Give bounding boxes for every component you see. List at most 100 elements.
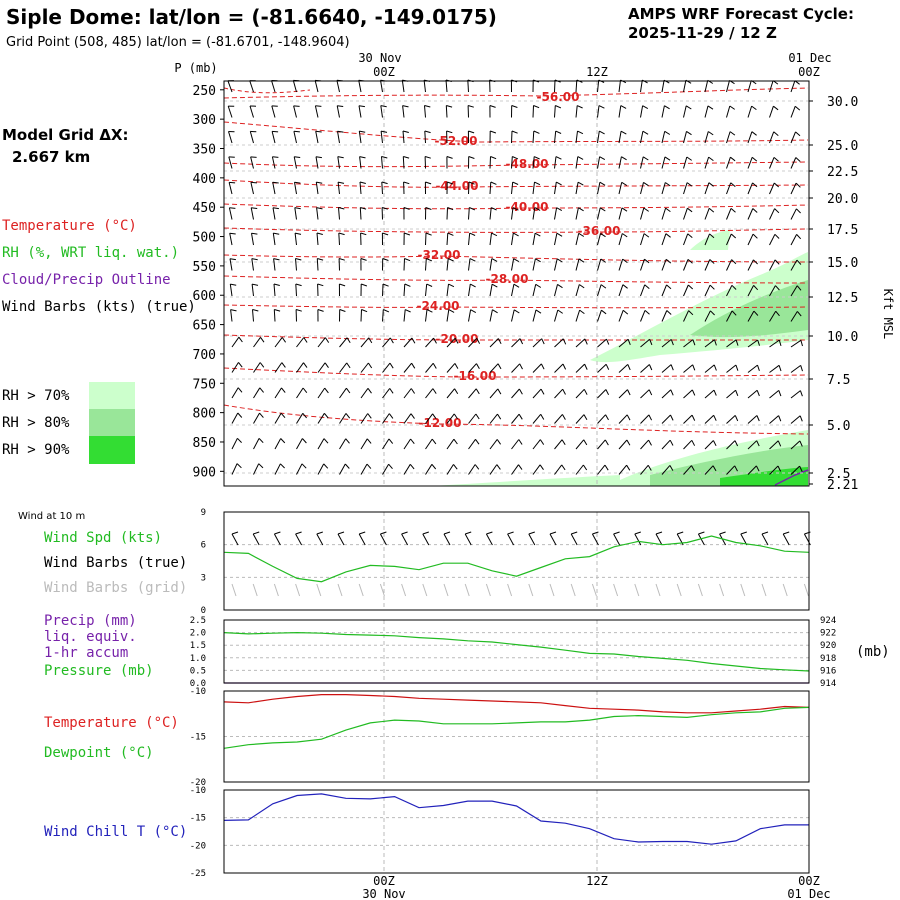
- windchill-line: [223, 793, 809, 845]
- wind-barb-flag: [424, 105, 431, 108]
- wind-barb-flag: [751, 131, 757, 136]
- wind-barb-flag: [295, 283, 302, 287]
- rh-legend-90: RH > 90%: [2, 442, 70, 458]
- y-tick-label: -10: [190, 687, 206, 697]
- wind-barb: [315, 182, 319, 195]
- wind-barb-flag: [492, 309, 498, 314]
- wind-barb-flag: [490, 156, 497, 160]
- wind-barb: [382, 438, 390, 450]
- pressure-right-tick-label: 924: [820, 616, 836, 626]
- wind-barb: [790, 80, 796, 93]
- wind-barb: [661, 259, 667, 271]
- wind-barb: [790, 234, 798, 246]
- wind-barb-flag: [626, 414, 631, 421]
- wind-barb-flag: [360, 207, 367, 210]
- wind-barb: [640, 156, 644, 169]
- wind-barb: [468, 363, 477, 373]
- wind-barb-flag: [534, 181, 541, 186]
- wind-barb-flag: [643, 207, 649, 212]
- wind-barb-true-flag: [295, 531, 302, 535]
- wind-barb: [618, 284, 624, 297]
- wind-barb: [726, 105, 731, 118]
- wind-barb-true: [613, 533, 621, 546]
- wind-barb-true: [337, 533, 345, 546]
- wind-barb-flag: [600, 258, 606, 263]
- wind-barb-flag: [644, 258, 650, 264]
- wind-barb: [597, 131, 600, 144]
- wind-barb: [554, 363, 564, 373]
- wind-barb-true: [252, 533, 260, 546]
- y-tick-label: 3: [201, 573, 206, 583]
- wind-barb: [250, 207, 254, 220]
- wind-barb-flag: [796, 234, 802, 240]
- wind-barb-flag: [756, 415, 760, 422]
- wind-barb: [747, 80, 752, 93]
- wind-barb-flag: [730, 208, 736, 213]
- wind-barb-flag: [512, 181, 519, 185]
- wind-barb-flag: [583, 439, 588, 446]
- wind-barb-flag: [337, 130, 344, 133]
- wind-barb: [489, 439, 498, 450]
- grid-value: 2.667 km: [12, 148, 90, 166]
- wind-barb: [382, 463, 390, 475]
- wind-barb: [790, 131, 796, 144]
- wind-barb: [683, 182, 688, 195]
- wind-barb: [726, 208, 732, 220]
- wind-barb-flag: [691, 389, 696, 396]
- wind-barb: [382, 283, 384, 297]
- wind-barb-flag: [796, 259, 802, 265]
- wind-barb-flag: [273, 232, 280, 235]
- wind-barb-flag: [752, 208, 758, 213]
- wind-barb-flag: [583, 389, 588, 395]
- wind-barb: [382, 413, 390, 424]
- wind-barb: [575, 309, 581, 322]
- wind-barb-flag: [453, 413, 459, 420]
- wind-barb: [468, 284, 471, 297]
- wind-barb: [296, 413, 304, 424]
- wind-barb: [704, 310, 711, 322]
- wind-barb: [314, 105, 319, 118]
- top-date-2: 01 Dec: [788, 51, 831, 65]
- wind-barb: [790, 208, 797, 220]
- wind-barb-flag: [730, 182, 736, 187]
- wind-barb-true-flag: [401, 531, 408, 535]
- wind-barb-flag: [491, 283, 498, 288]
- wind-barb-true-flag: [677, 531, 684, 535]
- wind-barb: [790, 339, 802, 348]
- isotherm-line: [223, 227, 809, 233]
- wind-barb-flag: [237, 387, 243, 393]
- wind-barb: [296, 438, 303, 450]
- wind-barb-flag: [448, 309, 455, 313]
- wind-barb-grid: [252, 583, 258, 597]
- wind-barb-flag: [710, 310, 715, 316]
- wind-barb: [683, 105, 687, 118]
- wind-barb-flag: [258, 463, 264, 469]
- wind-barb: [446, 232, 449, 246]
- wind-barb-flag: [708, 182, 714, 187]
- wind-yticks: 9 6 3 0: [201, 508, 206, 616]
- wind-barb-flag: [238, 362, 243, 368]
- dewpoint-line: [223, 706, 810, 749]
- temperature-frame: [223, 690, 810, 783]
- wind-barb-flag: [281, 387, 286, 393]
- wind-barb: [339, 362, 348, 373]
- wind-barb: [511, 439, 520, 450]
- wind-barb-flag: [518, 464, 523, 470]
- wind-barb-flag: [599, 207, 606, 212]
- wind-barb-flag: [339, 309, 346, 312]
- isotherm-line: [223, 254, 809, 263]
- wind-barb-flag: [622, 233, 628, 238]
- wind-barb: [769, 285, 776, 297]
- wind-barb-true-flag: [231, 531, 239, 535]
- wind-barb-flag: [468, 156, 475, 159]
- wind-barb-flag: [687, 233, 693, 238]
- wind-barb-flag: [708, 156, 714, 162]
- wind-barb-flag: [669, 465, 674, 471]
- wind-barb-flag: [467, 105, 474, 108]
- wind-barb-flag: [778, 415, 782, 422]
- wind-barb: [704, 208, 710, 220]
- wind-barb-flag: [712, 440, 717, 447]
- wind-barb-flag: [447, 181, 454, 185]
- bottom-tick-00z-2: 00Z: [798, 874, 820, 888]
- wind-barb-grid: [422, 583, 428, 597]
